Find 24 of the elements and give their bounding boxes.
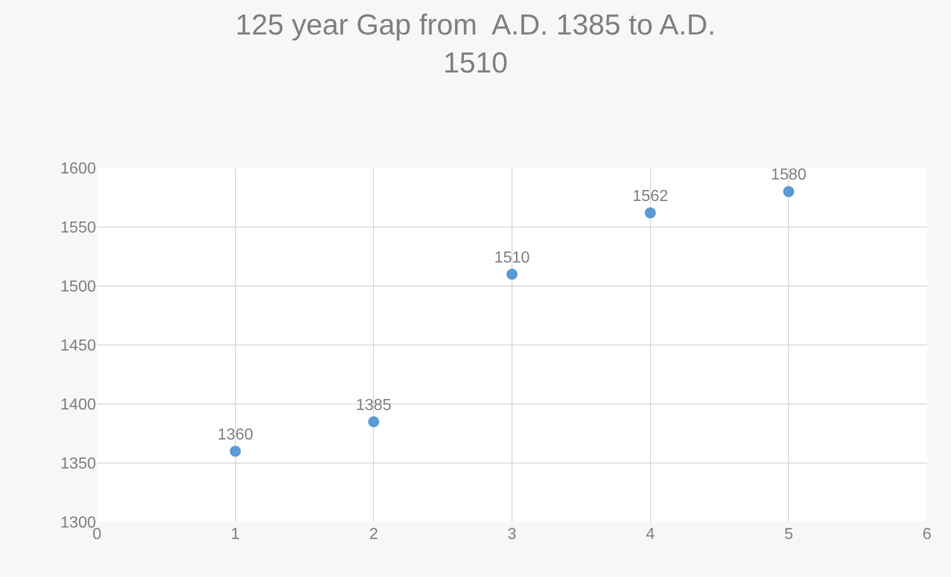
y-tick-label: 1450 (60, 338, 96, 355)
y-tick-label: 1350 (60, 456, 96, 473)
x-tick-label: 0 (92, 526, 102, 543)
x-tick-label: 5 (784, 526, 794, 543)
x-tick-label: 1 (230, 526, 240, 543)
point (644, 207, 656, 218)
y-tick-label: 1550 (60, 220, 96, 237)
y-tick-label: 1600 (60, 160, 96, 178)
x-tick-label: 4 (646, 526, 655, 543)
point (506, 268, 518, 280)
data-label: 1510 (494, 249, 530, 266)
point (368, 416, 380, 428)
data-label: 1562 (632, 188, 668, 205)
data-label: 1360 (218, 426, 254, 444)
data-label: 1580 (770, 166, 807, 184)
x-tick-label: 3 (508, 526, 517, 543)
x-tick-label: 6 (922, 526, 932, 543)
y-tick-label: 1400 (60, 396, 96, 414)
y-tick-label: 1500 (60, 278, 96, 296)
chart-title: 125 year Gap from A.D. 1385 to A.D. 1510 (235, 10, 716, 80)
x-tick-label: 2 (369, 526, 378, 543)
point (230, 446, 241, 457)
point (783, 186, 794, 198)
data-label: 1385 (356, 396, 392, 414)
